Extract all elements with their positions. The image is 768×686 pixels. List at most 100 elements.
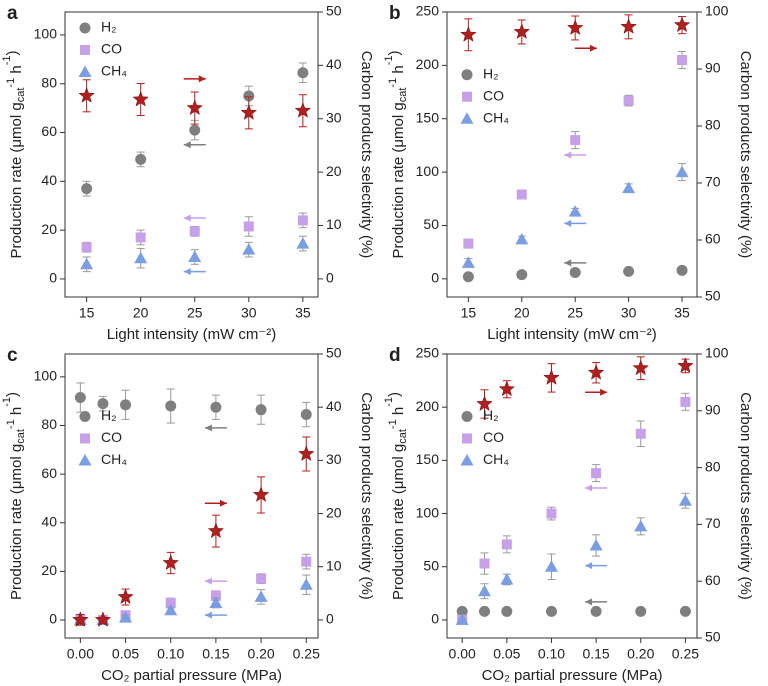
y-axis-label-part: h: [8, 65, 25, 78]
y-tick-label: 40: [41, 172, 57, 188]
marker: [476, 395, 493, 412]
legend-marker: [462, 91, 472, 102]
y-axis-label-part: h: [390, 65, 407, 78]
legend-marker: [78, 453, 92, 466]
y2-tick-label: 50: [705, 288, 721, 304]
y-axis-label-part: -1: [383, 397, 395, 407]
x-axis-label: Light intensity (mW cm⁻²): [487, 326, 657, 343]
y-axis-label-part: -1: [1, 397, 13, 407]
y-tick-label: 80: [41, 74, 57, 90]
y-tick-label: 60: [41, 123, 57, 139]
y-tick-label: 0: [49, 270, 57, 286]
y-tick-label: 40: [41, 513, 57, 529]
x-tick-label: 15: [461, 305, 477, 321]
x-tick-label: 25: [567, 305, 583, 321]
marker: [463, 238, 474, 249]
marker: [462, 271, 474, 283]
x-tick-label: 35: [295, 305, 311, 321]
marker: [74, 392, 86, 404]
marker: [135, 153, 147, 165]
y2-tick-label: 20: [326, 504, 342, 520]
marker: [81, 242, 92, 253]
arrow-head: [204, 611, 212, 619]
y-axis-label: Production rate (μmol gcat-1 h-1): [1, 51, 27, 259]
marker: [297, 215, 308, 226]
x-tick-label: 0.25: [293, 646, 320, 662]
x-tick-label: 15: [79, 305, 95, 321]
x-tick-label: 0.20: [247, 646, 274, 662]
marker: [80, 257, 94, 270]
legend-marker: [460, 453, 474, 466]
marker: [673, 16, 691, 33]
y-axis-label: Production rate (μmol gcat-1 h-1): [1, 392, 27, 600]
arrow-head: [198, 75, 206, 83]
arrow-head: [183, 268, 191, 276]
marker: [677, 357, 694, 373]
x-tick-label: 0.00: [449, 646, 476, 662]
legend-label: H₂: [101, 19, 117, 35]
y-tick-label: 0: [49, 611, 57, 627]
marker: [189, 226, 200, 237]
y2-tick-label: 80: [705, 458, 721, 474]
marker: [500, 572, 514, 585]
arrow-head: [585, 598, 593, 606]
marker: [132, 90, 149, 107]
y2-axis-label: Carbon products selectivity (%): [737, 392, 754, 600]
y-axis-label-part: -1: [387, 419, 399, 429]
marker: [501, 539, 512, 550]
panel-label: b: [389, 3, 401, 24]
y2-tick-label: 10: [326, 216, 342, 232]
y-axis-label-part: -1: [383, 56, 395, 66]
legend-label: CH₄: [101, 451, 127, 467]
marker: [252, 486, 270, 502]
legend-label: CO: [483, 87, 504, 103]
y-axis-label: Production rate (μmol gcat-1 h-1): [383, 51, 409, 259]
y-axis-label-part: Production rate (μmol g: [8, 102, 25, 258]
marker: [544, 560, 558, 572]
legend-marker: [461, 69, 473, 81]
marker: [97, 398, 109, 410]
marker: [568, 205, 582, 217]
x-axis-label: Light intensity (mW cm⁻²): [107, 326, 277, 343]
arrow-head: [564, 151, 572, 159]
legend-marker: [461, 410, 473, 422]
arrow-head: [585, 562, 593, 570]
x-tick-label: 0.15: [202, 646, 229, 662]
y2-tick-label: 0: [326, 611, 334, 627]
y-axis-label-part: cat: [15, 88, 27, 103]
marker: [134, 251, 148, 264]
y-axis-label-part: Production rate (μmol g: [8, 444, 25, 600]
x-tick-label: 20: [133, 305, 149, 321]
y-tick-label: 50: [423, 557, 439, 573]
marker: [242, 243, 256, 255]
marker: [294, 102, 312, 118]
x-tick-label: 0.05: [493, 646, 520, 662]
marker: [299, 578, 313, 590]
y2-tick-label: 30: [326, 451, 342, 467]
y-axis-label-part: ): [4, 51, 21, 56]
y-tick-label: 100: [34, 26, 58, 42]
y-axis-label-part: -1: [1, 56, 13, 66]
legend-label: CO: [101, 41, 122, 57]
marker: [569, 266, 581, 278]
marker: [81, 183, 93, 195]
marker: [516, 189, 527, 200]
arrow-head: [564, 259, 572, 267]
marker: [301, 556, 312, 567]
legend-marker: [79, 410, 91, 422]
y2-tick-label: 40: [326, 398, 342, 414]
y-tick-label: 0: [431, 611, 439, 627]
marker: [678, 494, 692, 506]
plot-frame: [64, 11, 319, 298]
marker: [623, 265, 635, 277]
marker: [591, 468, 602, 479]
marker: [455, 613, 469, 625]
legend-label: CO: [483, 429, 504, 445]
marker: [297, 445, 315, 462]
marker: [634, 519, 648, 532]
marker: [589, 538, 603, 551]
y-axis-label-part: Production rate (μmol g: [390, 102, 407, 258]
y-tick-label: 20: [41, 221, 57, 237]
x-tick-label: 0.20: [627, 646, 654, 662]
arrow-head: [204, 577, 212, 585]
